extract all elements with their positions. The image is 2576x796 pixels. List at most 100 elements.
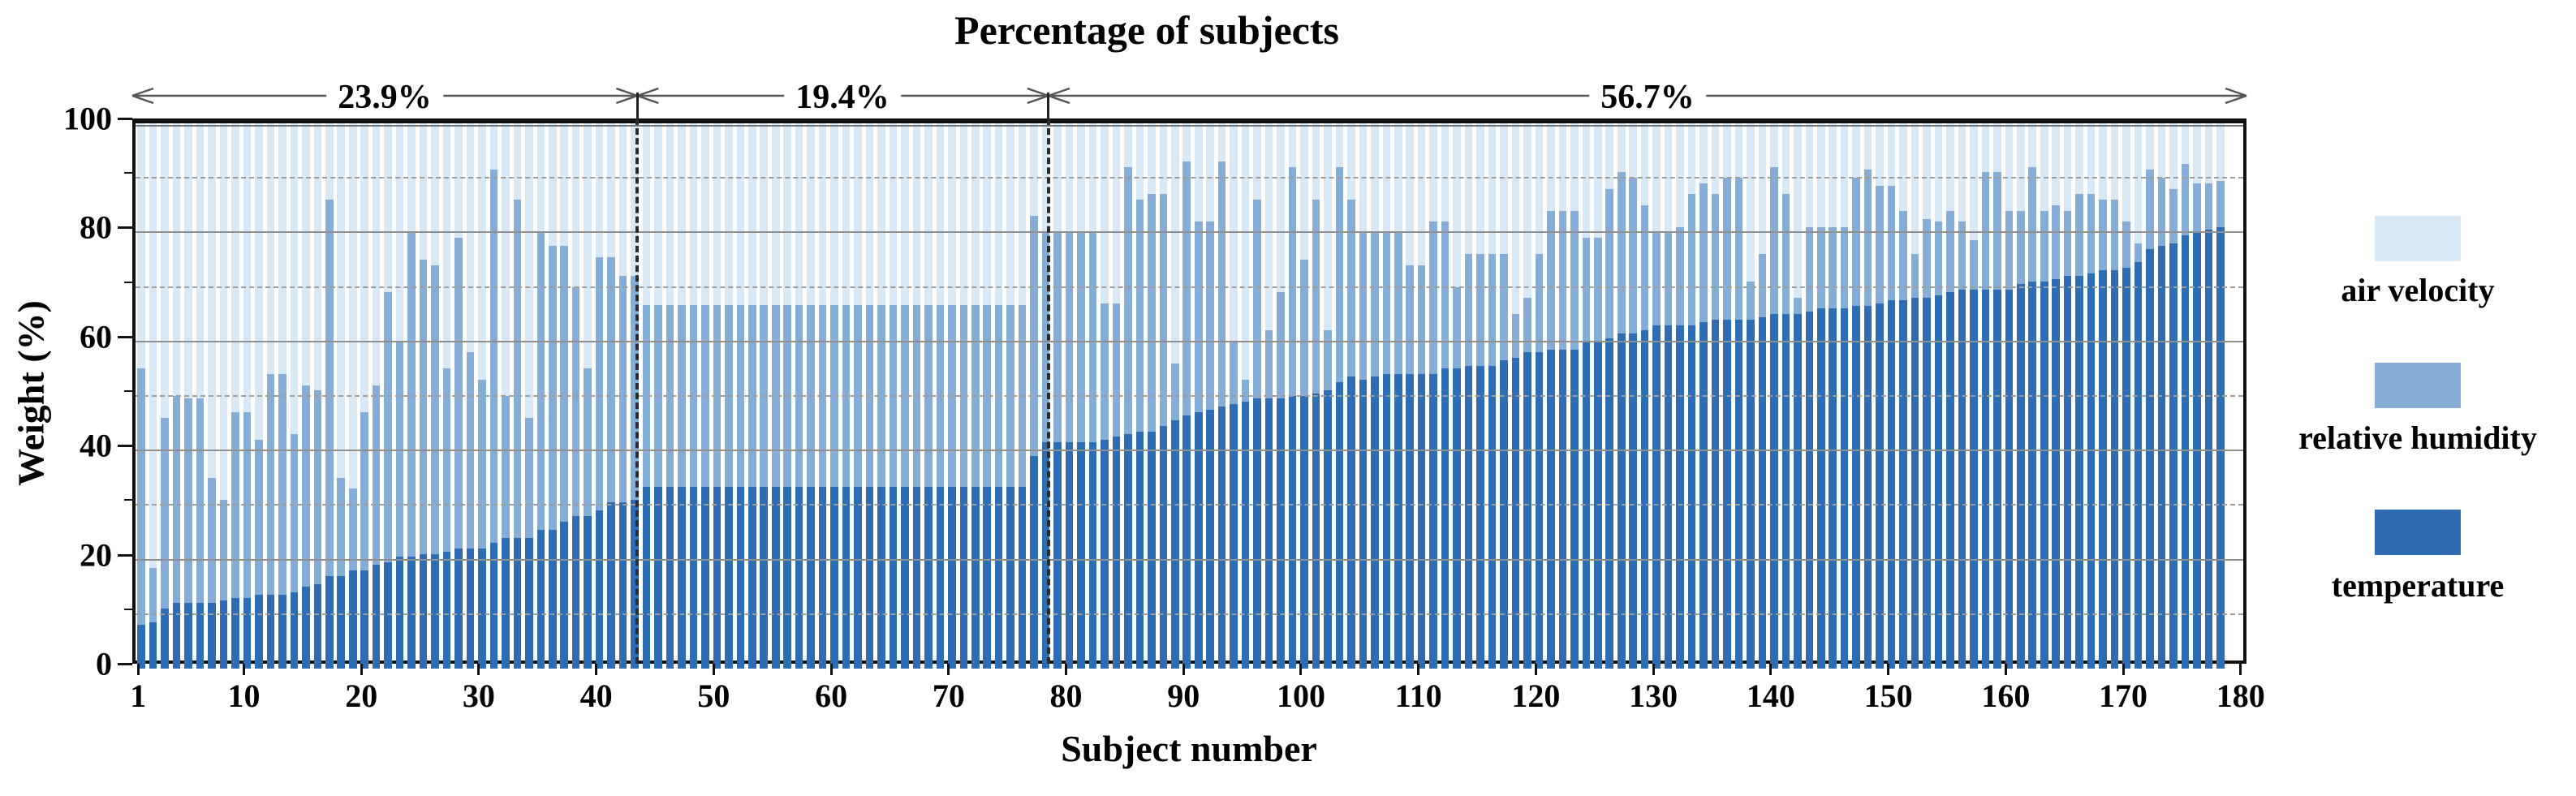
relative-humidity-bar-subject-158	[1981, 172, 1990, 290]
temperature-bar-subject-139	[1758, 316, 1767, 669]
air-velocity-bar-subject-54	[760, 123, 769, 305]
air-velocity-bar-subject-161	[2017, 123, 2025, 211]
relative-humidity-bar-subject-37	[560, 246, 568, 522]
relative-humidity-bar-subject-39	[584, 368, 592, 516]
x-tick-180	[2239, 664, 2242, 675]
relative-humidity-bar-subject-28	[454, 238, 463, 549]
relative-humidity-bar-subject-143	[1805, 226, 1814, 312]
air-velocity-bar-subject-5	[184, 123, 192, 399]
relative-humidity-bar-subject-152	[1910, 254, 1919, 299]
x-tick-130	[1652, 664, 1655, 675]
air-velocity-bar-subject-68	[924, 123, 933, 305]
relative-humidity-bar-subject-85	[1124, 166, 1132, 435]
relative-humidity-bar-subject-122	[1558, 210, 1567, 350]
relative-humidity-bar-subject-119	[1523, 298, 1531, 353]
temperature-bar-subject-178	[2216, 226, 2225, 669]
relative-humidity-bar-subject-23	[395, 341, 404, 557]
gridline-30	[136, 504, 2243, 506]
air-velocity-bar-subject-71	[959, 123, 968, 305]
temperature-bar-subject-126	[1605, 338, 1614, 669]
air-velocity-bar-subject-3	[161, 123, 169, 418]
air-velocity-bar-subject-157	[1970, 123, 1978, 241]
temperature-bar-subject-115	[1476, 366, 1484, 669]
relative-humidity-bar-subject-3	[161, 417, 169, 609]
relative-humidity-bar-subject-146	[1840, 226, 1849, 309]
relative-humidity-bar-subject-21	[372, 385, 381, 566]
temperature-bar-subject-78	[1041, 442, 1050, 669]
temperature-bar-subject-87	[1148, 431, 1156, 669]
air-velocity-bar-subject-163	[2040, 123, 2048, 211]
temperature-bar-subject-24	[407, 557, 416, 669]
air-velocity-bar-subject-176	[2193, 123, 2201, 183]
temperature-bar-subject-144	[1816, 308, 1825, 669]
temperature-bar-subject-140	[1770, 314, 1778, 669]
air-velocity-bar-subject-10	[243, 123, 252, 413]
air-velocity-bar-subject-39	[584, 123, 592, 369]
relative-humidity-bar-subject-33	[513, 200, 522, 538]
temperature-bar-subject-154	[1934, 295, 1943, 669]
temperature-bar-subject-174	[2169, 243, 2178, 669]
temperature-bar-subject-156	[1958, 289, 1966, 669]
temperature-bar-subject-162	[2028, 281, 2037, 669]
x-tick-80	[1065, 664, 1068, 675]
temperature-bar-subject-163	[2040, 281, 2048, 669]
temperature-bar-subject-54	[760, 486, 769, 669]
air-velocity-bar-subject-142	[1794, 123, 1802, 299]
air-velocity-bar-subject-52	[736, 123, 745, 305]
air-velocity-bar-subject-29	[466, 123, 475, 353]
air-velocity-bar-subject-113	[1453, 123, 1461, 287]
relative-humidity-bar-subject-149	[1876, 186, 1884, 303]
y-minor-tick-50	[124, 390, 132, 392]
air-velocity-bar-subject-166	[2075, 123, 2083, 195]
relative-humidity-bar-subject-171	[2134, 243, 2143, 263]
temperature-bar-subject-44	[642, 486, 651, 669]
temperature-bar-subject-133	[1687, 325, 1696, 669]
relative-humidity-bar-subject-150	[1887, 186, 1896, 301]
temperature-bar-subject-118	[1511, 357, 1520, 669]
relative-humidity-bar-subject-105	[1359, 232, 1368, 380]
x-tick-20	[360, 664, 363, 675]
temperature-bar-subject-134	[1699, 322, 1708, 669]
temperature-bar-subject-73	[983, 486, 991, 669]
air-velocity-bar-subject-104	[1347, 123, 1355, 200]
relative-humidity-bar-subject-107	[1382, 232, 1391, 375]
air-velocity-bar-subject-13	[278, 123, 286, 375]
temperature-bar-subject-64	[877, 486, 885, 669]
relative-humidity-bar-subject-163	[2040, 210, 2048, 282]
legend-swatch-temperature	[2375, 510, 2461, 555]
air-velocity-bar-subject-30	[478, 123, 486, 380]
temperature-bar-subject-83	[1101, 439, 1109, 669]
temperature-bar-subject-29	[466, 549, 475, 669]
relative-humidity-bar-subject-22	[384, 292, 392, 562]
air-velocity-bar-subject-110	[1417, 123, 1426, 265]
relative-humidity-bar-subject-109	[1406, 265, 1414, 375]
temperature-bar-subject-18	[337, 575, 346, 669]
temperature-bar-subject-95	[1241, 401, 1250, 669]
relative-humidity-bar-subject-126	[1605, 188, 1614, 339]
y-tick-label-40: 40	[80, 427, 112, 464]
relative-humidity-bar-subject-89	[1171, 363, 1179, 421]
temperature-bar-subject-131	[1664, 325, 1673, 669]
air-velocity-bar-subject-58	[807, 123, 815, 305]
relative-humidity-bar-subject-115	[1476, 254, 1484, 367]
temperature-bar-subject-60	[830, 486, 838, 669]
plot-area	[132, 118, 2246, 669]
air-velocity-bar-subject-14	[290, 123, 299, 435]
air-velocity-bar-subject-50	[713, 123, 722, 305]
air-velocity-bar-subject-92	[1206, 123, 1214, 222]
relative-humidity-bar-subject-20	[360, 412, 368, 571]
air-velocity-bar-subject-133	[1687, 123, 1696, 195]
temperature-bar-subject-153	[1923, 298, 1931, 669]
temperature-bar-subject-67	[912, 486, 921, 669]
temperature-bar-subject-128	[1629, 333, 1637, 669]
relative-humidity-bar-subject-113	[1453, 286, 1461, 369]
relative-humidity-bar-subject-94	[1230, 341, 1238, 405]
air-velocity-bar-subject-47	[678, 123, 686, 305]
air-velocity-bar-subject-120	[1535, 123, 1544, 255]
temperature-bar-subject-99	[1288, 396, 1297, 669]
relative-humidity-bar-subject-82	[1088, 232, 1097, 443]
air-velocity-bar-subject-85	[1124, 123, 1132, 167]
air-velocity-bar-subject-6	[196, 123, 205, 399]
x-tick-10	[242, 664, 245, 675]
x-tick-label-100: 100	[1276, 678, 1325, 714]
